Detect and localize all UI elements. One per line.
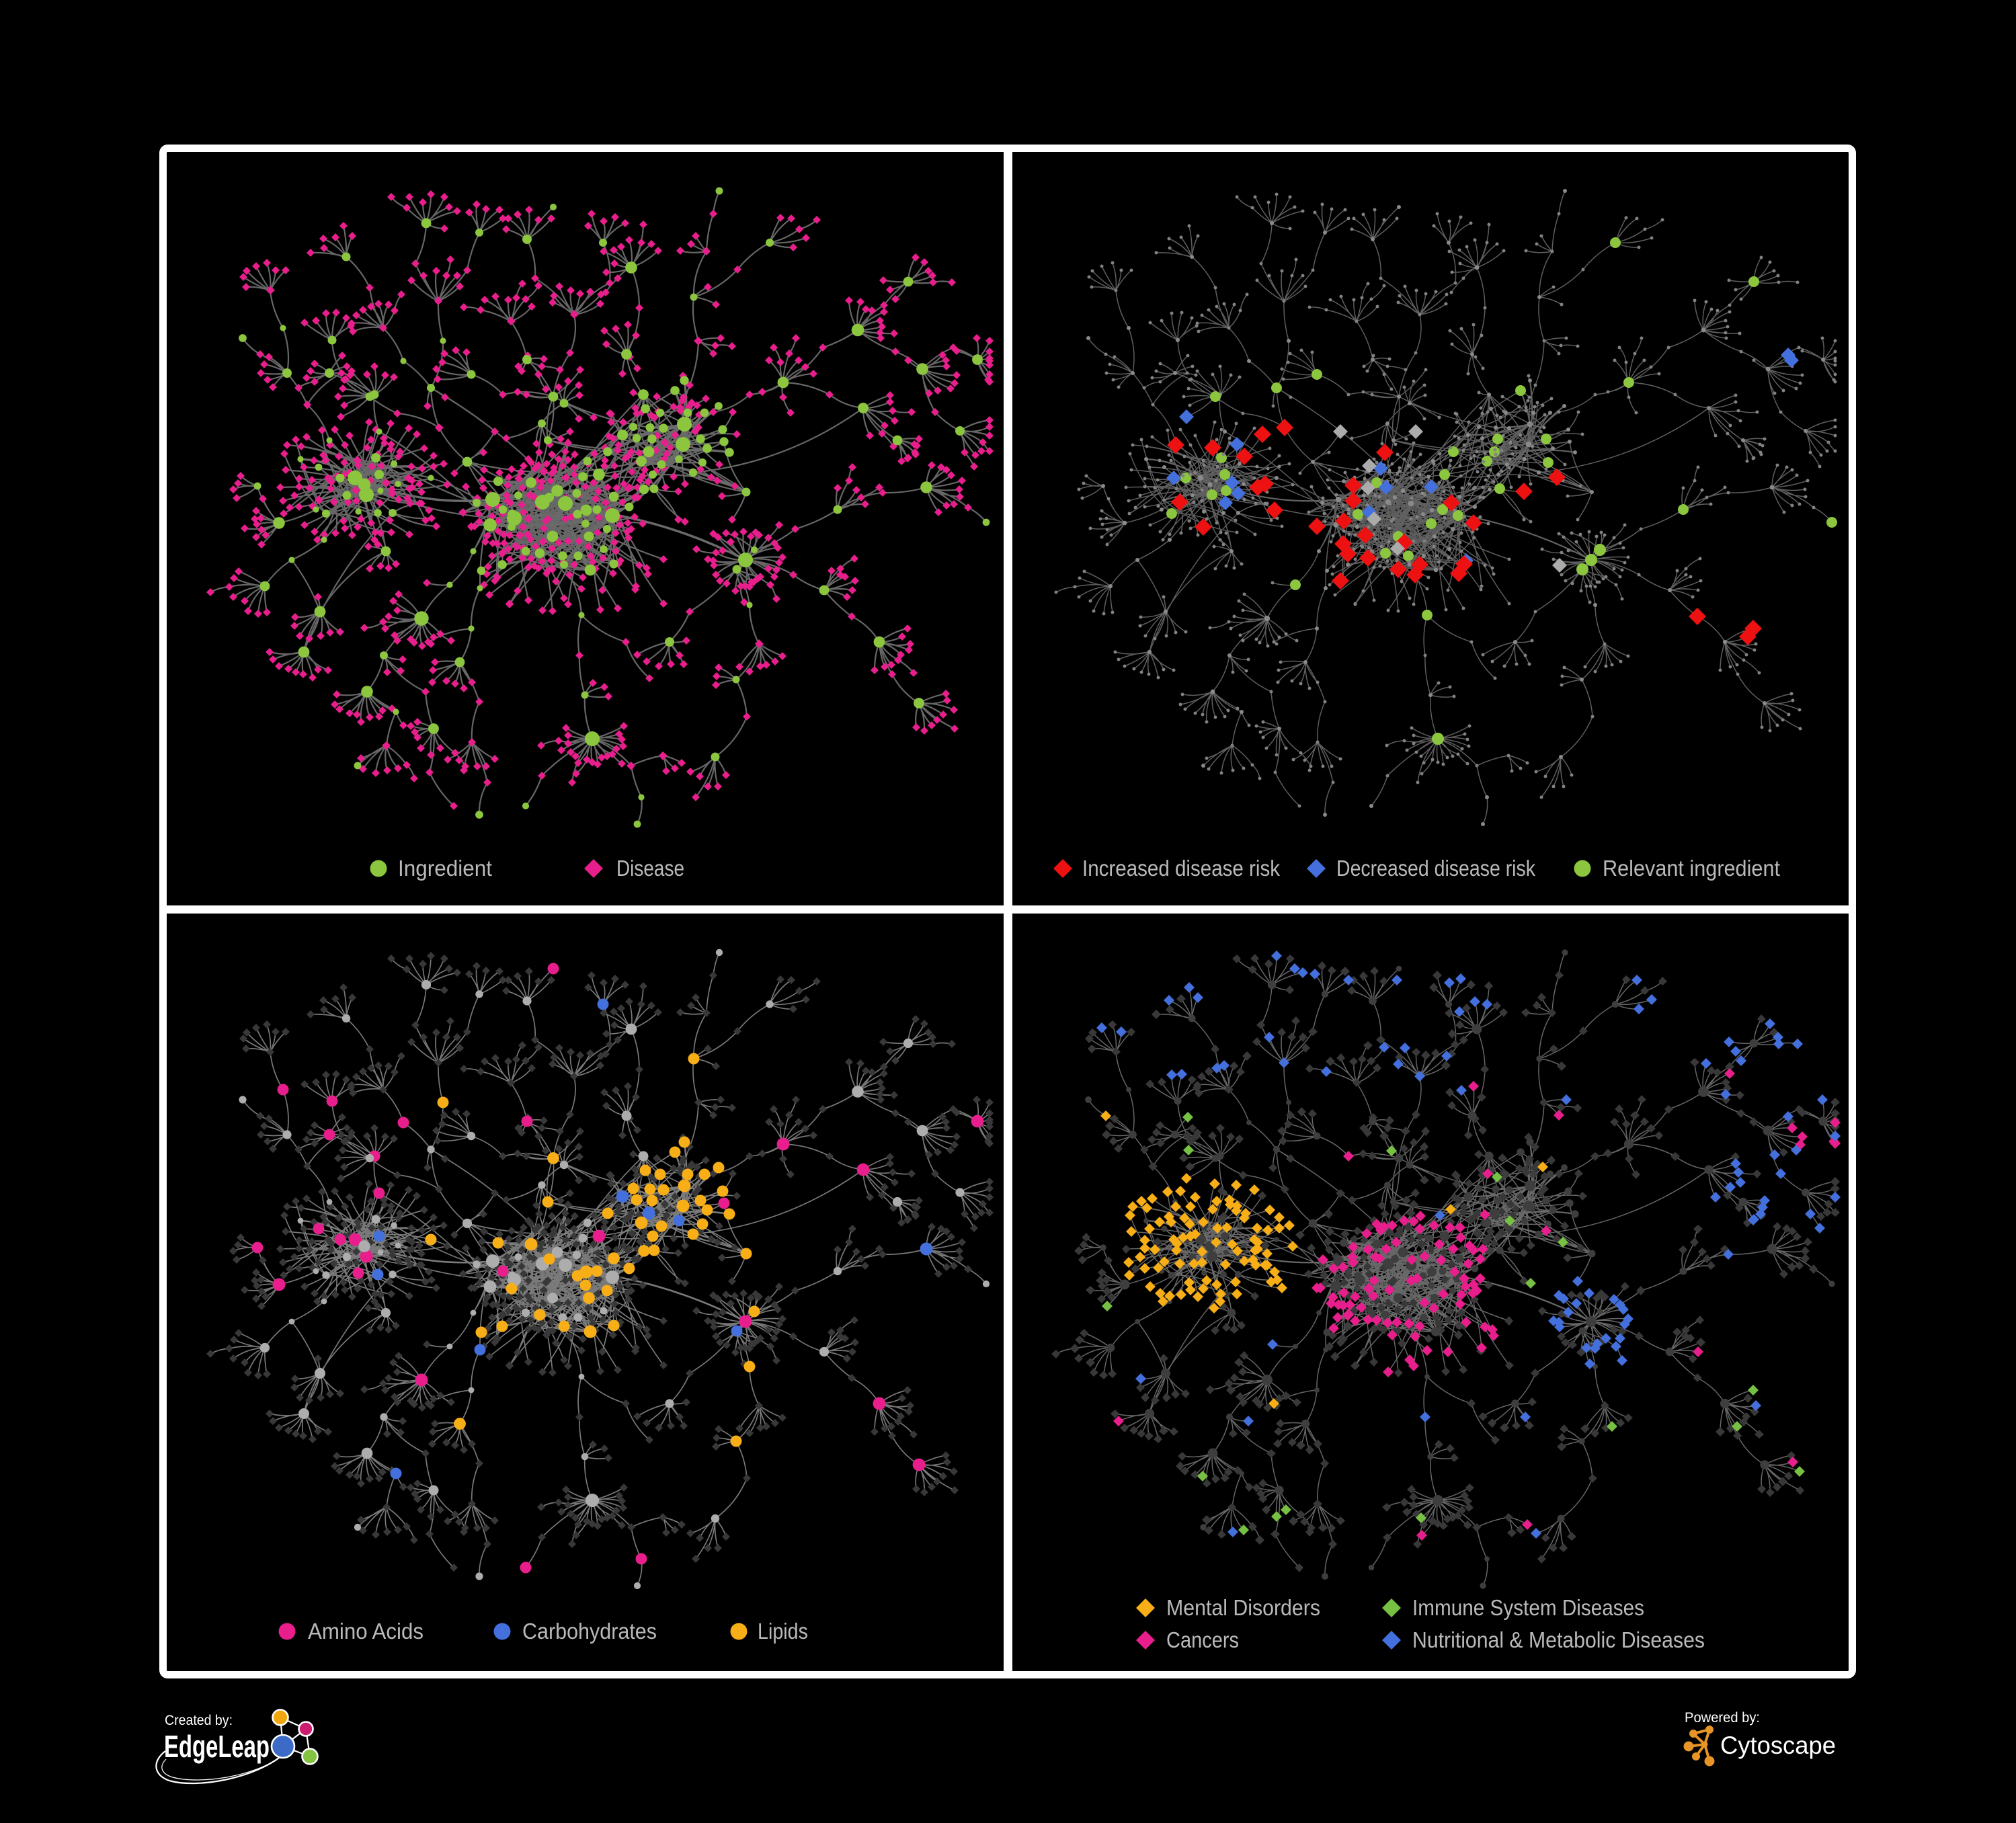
svg-text:Lipids: Lipids: [758, 1619, 808, 1644]
svg-text:Disease: Disease: [616, 856, 684, 881]
svg-text:Powered by:: Powered by:: [1685, 1710, 1760, 1726]
svg-text:Immune System Diseases: Immune System Diseases: [1412, 1595, 1644, 1620]
svg-text:Cancers: Cancers: [1166, 1627, 1239, 1652]
svg-text:Ingredient: Ingredient: [398, 856, 492, 881]
svg-text:Carbohydrates: Carbohydrates: [522, 1619, 657, 1644]
svg-text:Mental Disorders: Mental Disorders: [1166, 1595, 1320, 1620]
svg-text:Relevant ingredient: Relevant ingredient: [1603, 856, 1780, 881]
svg-text:Amino Acids: Amino Acids: [308, 1619, 424, 1644]
svg-text:Created by:: Created by:: [165, 1713, 233, 1728]
svg-text:Increased disease risk: Increased disease risk: [1082, 856, 1280, 881]
svg-text:Cytoscape: Cytoscape: [1720, 1732, 1836, 1759]
svg-text:Decreased disease risk: Decreased disease risk: [1336, 856, 1535, 881]
svg-text:EdgeLeap: EdgeLeap: [164, 1729, 270, 1764]
svg-text:Nutritional & Metabolic Diseas: Nutritional & Metabolic Diseases: [1412, 1627, 1705, 1652]
